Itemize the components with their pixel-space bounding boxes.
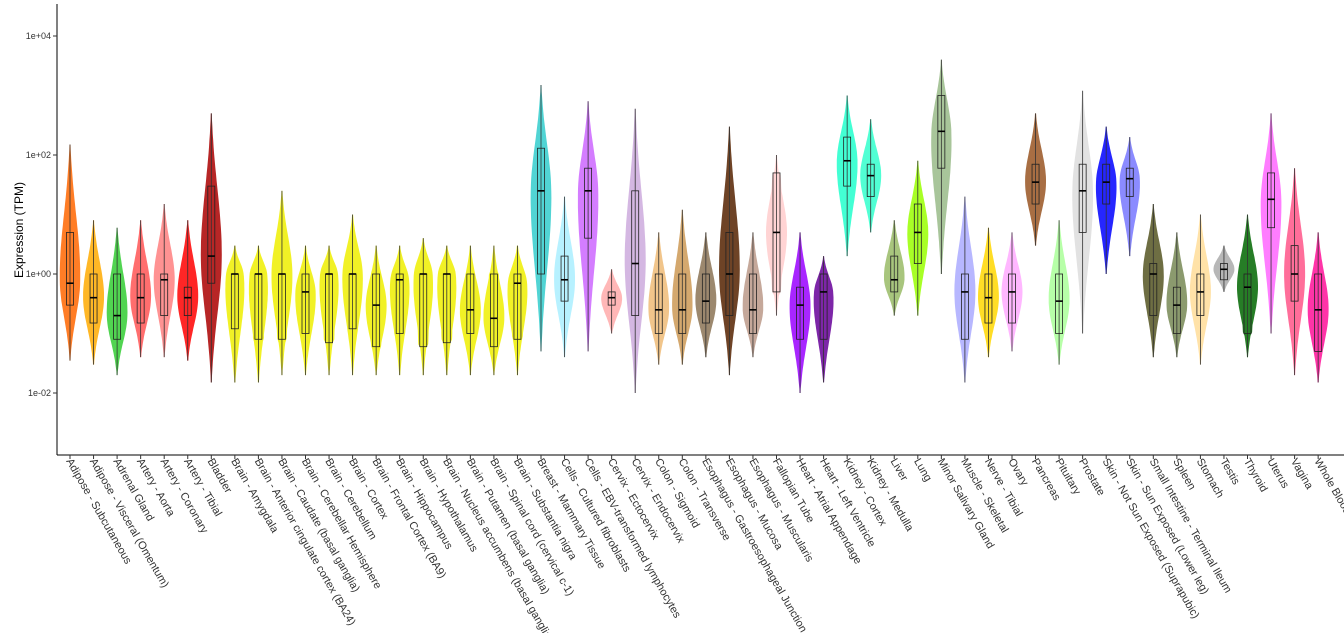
box: [913, 203, 922, 264]
box: [843, 136, 852, 187]
box: [1031, 163, 1040, 205]
x-tick-label: Liver: [888, 457, 910, 484]
box: [654, 273, 663, 334]
box: [1149, 263, 1158, 316]
box: [1314, 273, 1323, 352]
box: [819, 273, 828, 340]
box: [1267, 172, 1275, 229]
box: [1078, 163, 1087, 233]
box: [207, 185, 216, 284]
box: [1243, 273, 1252, 334]
box: [89, 273, 98, 324]
box: [160, 273, 169, 316]
box: [1196, 273, 1205, 316]
box: [1125, 167, 1134, 197]
box: [466, 273, 475, 334]
x-tick-label: Lung: [911, 457, 934, 484]
x-tick-label: Ovary: [1005, 457, 1030, 489]
box: [961, 273, 969, 340]
y-tick-label: 1e-02: [28, 388, 51, 398]
box: [749, 273, 757, 334]
violins-layer: [59, 59, 1329, 393]
box: [537, 147, 545, 275]
box: [866, 163, 875, 197]
box: [796, 286, 804, 340]
y-ticks: 1e-02 1e+00 1e+02 1e+04: [26, 31, 57, 398]
box: [513, 273, 522, 340]
box: [136, 273, 145, 324]
x-tick-label: Testis: [1217, 457, 1242, 488]
box: [631, 190, 640, 316]
box: [1220, 263, 1228, 281]
y-tick-label: 1e+00: [26, 269, 51, 279]
box: [584, 167, 592, 239]
box: [183, 286, 192, 316]
box: [395, 273, 404, 334]
box: [66, 232, 74, 306]
y-tick-label: 1e+02: [26, 150, 51, 160]
box: [1172, 286, 1181, 334]
box: [560, 255, 569, 302]
box: [1102, 163, 1111, 205]
box: [701, 273, 710, 324]
box: [301, 273, 310, 334]
box: [678, 273, 687, 334]
y-axis-label: Expression (TPM): [12, 182, 26, 278]
y-tick-label: 1e+04: [26, 31, 51, 41]
x-tick-label: Whole Blood: [1312, 457, 1344, 517]
box: [489, 273, 498, 348]
box: [890, 255, 899, 293]
box: [1055, 273, 1063, 334]
box: [113, 273, 121, 340]
box: [372, 273, 381, 348]
box: [1008, 273, 1016, 324]
box: [607, 291, 616, 306]
box: [984, 273, 993, 324]
